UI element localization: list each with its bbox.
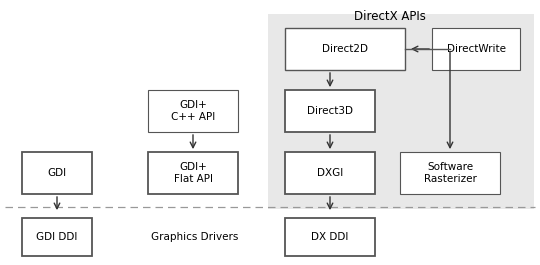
Bar [148, 152, 238, 194]
Bar [285, 28, 405, 70]
Text: Software
Rasterizer: Software Rasterizer [423, 162, 476, 184]
Text: GDI: GDI [48, 168, 66, 178]
Text: DirectWrite: DirectWrite [447, 44, 505, 54]
Bar [268, 14, 534, 209]
Bar [285, 218, 375, 256]
Bar [432, 28, 520, 70]
Bar [285, 152, 375, 194]
Bar [22, 218, 92, 256]
Text: DXGI: DXGI [317, 168, 343, 178]
Text: Graphics Drivers: Graphics Drivers [151, 232, 239, 242]
Text: GDI+
C++ API: GDI+ C++ API [171, 100, 215, 122]
Bar [400, 152, 500, 194]
Bar [22, 152, 92, 194]
Text: GDI+
Flat API: GDI+ Flat API [173, 162, 213, 184]
Bar [148, 90, 238, 132]
Text: Direct3D: Direct3D [307, 106, 353, 116]
Bar [285, 90, 375, 132]
Text: DX DDI: DX DDI [312, 232, 349, 242]
Text: GDI DDI: GDI DDI [36, 232, 78, 242]
Text: Direct2D: Direct2D [322, 44, 368, 54]
Text: DirectX APIs: DirectX APIs [354, 10, 426, 23]
